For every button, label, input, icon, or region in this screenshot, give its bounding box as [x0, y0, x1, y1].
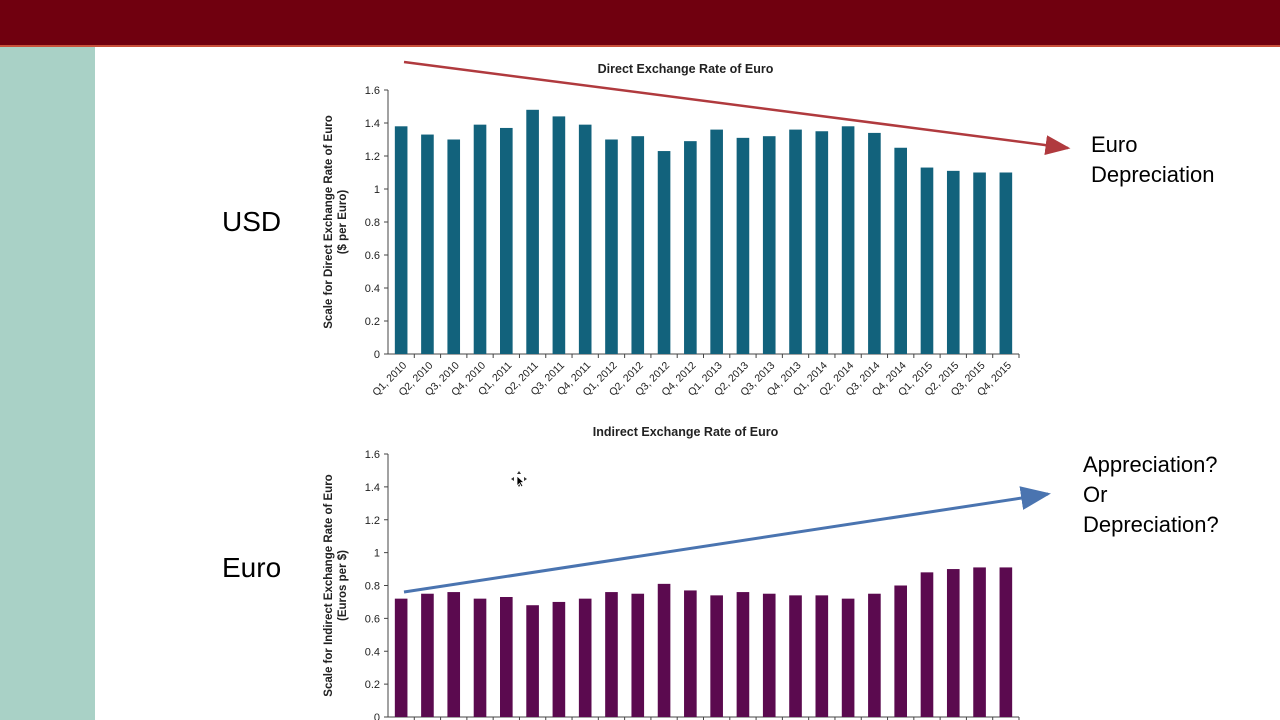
y-tick-label: 1.4 — [365, 118, 380, 130]
bar — [526, 109, 539, 354]
bar — [894, 585, 907, 717]
bar — [736, 137, 750, 354]
side-panel — [0, 47, 95, 720]
bar — [736, 592, 750, 717]
y-axis-label-line: Scale for Direct Exchange Rate of Euro — [323, 115, 335, 328]
y-tick-label: 1.2 — [365, 151, 380, 163]
depreciation-trend-arrow — [403, 60, 1071, 156]
bar — [684, 590, 697, 717]
bar — [762, 136, 776, 354]
move-cursor-icon — [511, 471, 527, 488]
bar — [973, 172, 986, 354]
y-tick-label: 0.2 — [365, 316, 380, 328]
bar — [657, 151, 671, 354]
note-line: Depreciation? — [1083, 512, 1219, 537]
bar — [552, 116, 566, 355]
chart-title: Indirect Exchange Rate of Euro — [593, 425, 779, 439]
bar — [473, 124, 487, 355]
y-tick-label: 1 — [374, 184, 380, 196]
bar — [920, 572, 934, 717]
y-tick-label: 0 — [374, 349, 380, 361]
y-tick-label: 1.6 — [365, 85, 380, 97]
y-tick-label: 1 — [374, 548, 380, 560]
bar — [710, 595, 723, 717]
chart-title: Direct Exchange Rate of Euro — [598, 62, 774, 76]
bar — [789, 595, 802, 717]
bar — [815, 595, 829, 717]
y-tick-label: 1.6 — [365, 449, 380, 461]
y-tick-label: 0.6 — [365, 613, 380, 625]
y-axis-label: Scale for Indirect Exchange Rate of Euro… — [323, 474, 349, 696]
bar — [526, 605, 539, 717]
bar — [578, 598, 592, 717]
bar — [605, 139, 618, 354]
y-axis-label-line: (Euros per $) — [337, 550, 349, 621]
appreciation-trend-arrow — [403, 486, 1051, 594]
bar — [815, 131, 829, 354]
y-tick-label: 0.8 — [365, 581, 380, 593]
bar — [894, 147, 907, 354]
y-tick-label: 1.4 — [365, 482, 380, 494]
bar — [394, 598, 408, 717]
note-euro-depreciation: Euro Depreciation — [1091, 130, 1215, 190]
bar — [500, 597, 513, 717]
bar — [631, 136, 645, 354]
bar — [421, 134, 434, 354]
y-tick-label: 0 — [374, 712, 380, 720]
y-axis-label-line: ($ per Euro) — [337, 190, 349, 255]
bar — [999, 567, 1013, 717]
bar — [394, 126, 408, 354]
y-axis-label-line: Scale for Indirect Exchange Rate of Euro — [323, 474, 335, 696]
note-line: Appreciation? — [1083, 452, 1218, 477]
note-line: Or — [1083, 482, 1108, 507]
bar — [447, 139, 461, 354]
bar — [684, 141, 697, 354]
y-tick-label: 0.8 — [365, 217, 380, 229]
y-tick-label: 0.2 — [365, 679, 380, 691]
y-axis-label: Scale for Direct Exchange Rate of Euro ($… — [323, 115, 349, 328]
bar — [447, 592, 461, 717]
currency-label-usd: USD — [222, 206, 282, 237]
bar — [841, 126, 855, 354]
y-tick-label: 0.4 — [365, 646, 380, 658]
bar — [421, 593, 434, 717]
bar — [841, 598, 855, 717]
bar — [578, 124, 592, 355]
bar — [762, 593, 776, 717]
y-tick-label: 0.6 — [365, 250, 380, 262]
bar — [789, 129, 802, 354]
bar — [999, 172, 1013, 354]
y-tick-label: 0.4 — [365, 283, 380, 295]
note-line: Euro — [1091, 132, 1138, 157]
bar — [710, 129, 723, 354]
bar — [973, 567, 986, 717]
y-tick-label: 1.2 — [365, 515, 380, 527]
bar — [946, 170, 960, 354]
note-appreciation-question: Appreciation? Or Depreciation? — [1083, 450, 1219, 540]
bar — [552, 601, 566, 717]
note-line: Depreciation — [1091, 162, 1215, 187]
bar — [868, 593, 881, 717]
bar — [605, 592, 618, 717]
bar — [473, 598, 487, 717]
bar — [657, 583, 671, 717]
currency-label-euro: Euro — [222, 552, 282, 583]
bar — [920, 167, 934, 354]
bar — [631, 593, 645, 717]
title-bar — [0, 0, 1280, 47]
bar — [946, 569, 960, 717]
bar — [868, 132, 881, 354]
bar — [500, 127, 513, 354]
